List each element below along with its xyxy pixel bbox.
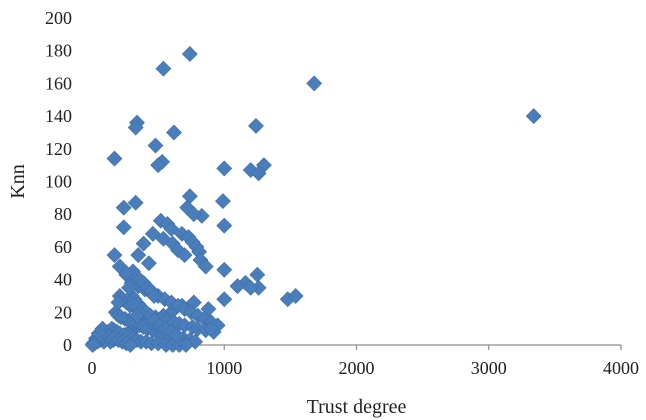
x-tick-label: 2000 xyxy=(339,358,375,378)
data-point xyxy=(185,206,202,223)
y-tick-label: 120 xyxy=(45,139,72,159)
data-point xyxy=(216,217,233,234)
data-point xyxy=(166,124,182,141)
data-point xyxy=(242,162,259,178)
data-point xyxy=(106,150,123,167)
data-point xyxy=(216,291,233,308)
data-point xyxy=(127,194,144,211)
y-tick-label: 100 xyxy=(45,172,72,192)
data-point xyxy=(229,278,246,295)
data-point xyxy=(127,119,144,136)
y-tick-label: 40 xyxy=(54,270,72,290)
y-tick-label: 60 xyxy=(54,237,72,257)
data-point xyxy=(122,337,139,353)
data-point xyxy=(203,320,219,337)
data-point xyxy=(140,255,157,272)
x-axis-title: Trust degree xyxy=(307,396,407,418)
data-point xyxy=(216,261,233,278)
data-point xyxy=(250,165,267,182)
data-point xyxy=(176,247,193,263)
y-tick-label: 160 xyxy=(45,73,72,93)
data-point xyxy=(115,199,132,216)
data-point xyxy=(242,279,259,296)
data-point xyxy=(181,46,198,62)
data-point xyxy=(147,137,164,154)
y-tick-label: 180 xyxy=(45,41,72,61)
data-point xyxy=(110,294,127,311)
y-tick-label: 0 xyxy=(63,335,72,355)
x-tick-label: 1000 xyxy=(206,358,242,378)
y-tick-label: 80 xyxy=(54,204,72,224)
data-point xyxy=(130,247,147,263)
y-axis-ticks: 0 20 40 60 80 100 120 140 160 180 200 xyxy=(45,8,72,355)
data-point xyxy=(129,307,145,324)
y-tick-label: 140 xyxy=(45,106,72,126)
data-point xyxy=(163,220,180,237)
data-point xyxy=(197,258,214,275)
data-point xyxy=(181,188,198,205)
data-points xyxy=(84,46,542,353)
data-point xyxy=(177,337,194,353)
x-tick-label: 3000 xyxy=(471,358,507,378)
data-point xyxy=(121,279,137,296)
data-point xyxy=(146,288,163,304)
data-point xyxy=(84,337,101,353)
y-tick-label: 200 xyxy=(45,8,72,28)
x-tick-label: 0 xyxy=(88,358,97,378)
data-point xyxy=(287,288,304,304)
data-point xyxy=(216,160,233,177)
data-point xyxy=(306,75,323,92)
data-point xyxy=(115,219,132,236)
y-axis-title: Knn xyxy=(7,164,29,198)
data-point xyxy=(170,242,186,259)
data-point xyxy=(215,193,231,210)
data-point xyxy=(248,117,264,134)
y-tick-label: 20 xyxy=(54,302,72,322)
data-point xyxy=(144,225,161,242)
data-point xyxy=(135,235,152,252)
x-tick-label: 4000 xyxy=(603,358,639,378)
data-point xyxy=(249,266,266,283)
data-point xyxy=(155,60,172,77)
data-point xyxy=(118,265,135,281)
data-point xyxy=(106,247,123,263)
data-point xyxy=(150,157,167,174)
data-point xyxy=(168,327,185,344)
data-point xyxy=(525,108,542,125)
x-axis-ticks: 0 1000 2000 3000 4000 xyxy=(88,345,639,378)
